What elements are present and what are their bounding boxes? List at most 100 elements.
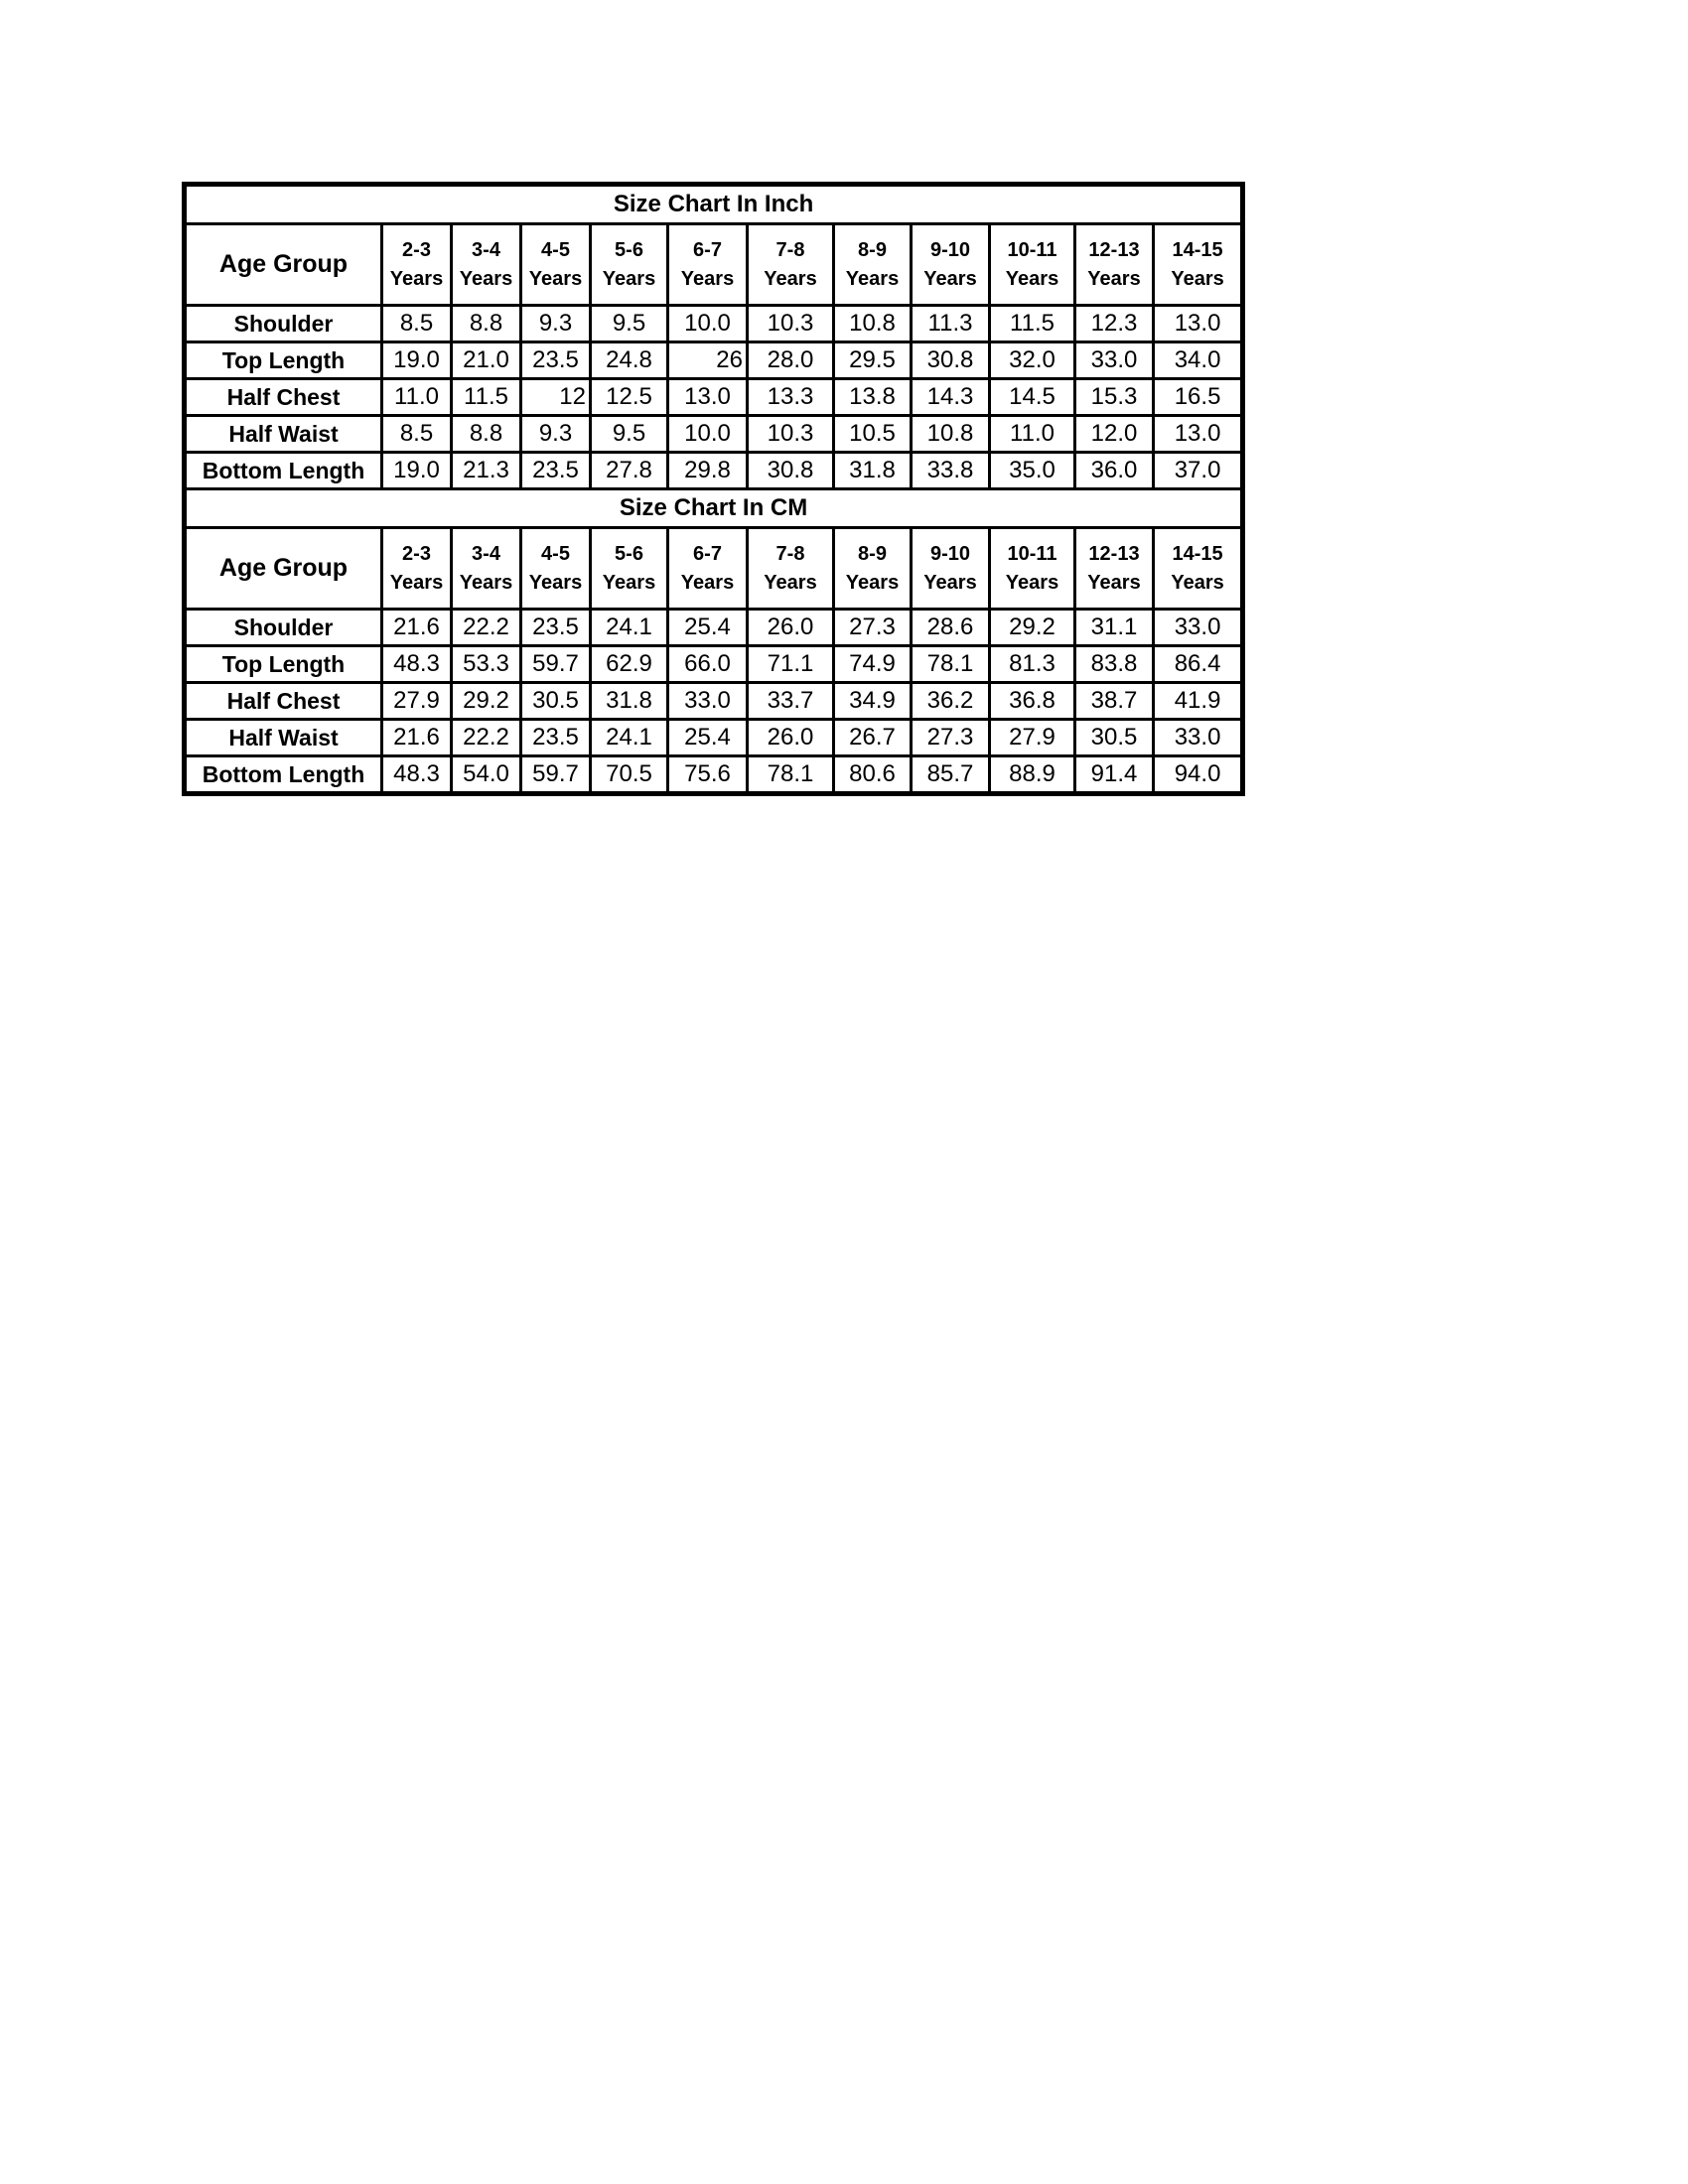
value-cell: 21.3 [450, 451, 522, 490]
value-cell: 29.2 [450, 681, 522, 721]
value-cell: 8.8 [450, 414, 522, 454]
value-cell: 8.5 [380, 304, 453, 343]
value-cell: 33.0 [1151, 608, 1245, 647]
value-cell: 34.9 [832, 681, 913, 721]
value-cell: 27.9 [380, 681, 453, 721]
year-unit-label: Years [1005, 267, 1059, 290]
year-range-label: 4-5 [541, 542, 570, 565]
value-cell: 9.3 [519, 304, 592, 343]
year-range-label: 5-6 [615, 238, 643, 261]
year-column-header: 7-8 Years [746, 526, 835, 611]
year-column-header: 7-8 Years [746, 222, 835, 307]
value-cell: 8.8 [450, 304, 522, 343]
year-unit-label: Years [459, 571, 513, 594]
value-cell: 13.8 [832, 377, 913, 417]
value-cell: 25.4 [666, 608, 749, 647]
value-cell: 27.8 [589, 451, 669, 490]
year-column-header: 9-10 Years [910, 526, 991, 611]
year-column-header: 10-11 Years [988, 526, 1076, 611]
value-cell: 10.5 [832, 414, 913, 454]
year-unit-label: Years [680, 267, 735, 290]
value-cell: 48.3 [380, 644, 453, 684]
year-column-header: 5-6 Years [589, 222, 669, 307]
value-cell: 14.3 [910, 377, 991, 417]
value-cell: 13.0 [1151, 304, 1245, 343]
value-cell: 26 [666, 341, 749, 380]
value-cell: 26.0 [746, 608, 835, 647]
year-column-header: 3-4 Years [450, 526, 522, 611]
year-unit-label: Years [602, 267, 656, 290]
value-cell: 13.0 [666, 377, 749, 417]
measurement-row-label: Half Waist [183, 414, 383, 454]
year-unit-label: Years [764, 267, 817, 290]
value-cell: 10.3 [746, 304, 835, 343]
value-cell: 30.8 [910, 341, 991, 380]
value-cell: 33.0 [1151, 718, 1245, 757]
table-row: Bottom Length 48.3 54.0 59.7 70.5 75.6 78.1 80.… [183, 754, 1245, 795]
value-cell: 11.0 [988, 414, 1076, 454]
year-unit-label: Years [680, 571, 735, 594]
value-cell: 59.7 [519, 754, 592, 795]
year-range-label: 9-10 [929, 238, 971, 261]
table-row: Half Waist 21.6 22.2 23.5 24.1 25.4 26.0 26.7 27… [183, 718, 1245, 757]
year-column-header: 3-4 Years [450, 222, 522, 307]
year-range-label: 10-11 [1007, 542, 1057, 565]
year-column-header: 8-9 Years [832, 526, 913, 611]
value-cell: 11.5 [450, 377, 522, 417]
section-title-row: Size Chart In Inch [182, 183, 1245, 225]
value-cell: 83.8 [1073, 644, 1155, 684]
value-cell: 23.5 [519, 341, 592, 380]
year-range-label: 8-9 [858, 238, 887, 261]
year-range-label: 2-3 [402, 542, 431, 565]
value-cell: 48.3 [380, 754, 453, 795]
measurement-row-label: Top Length [183, 341, 383, 380]
value-cell: 86.4 [1151, 644, 1245, 684]
table-row: Top Length 19.0 21.0 23.5 24.8 26 28.0 29.5 30.8… [183, 341, 1245, 380]
year-range-label: 2-3 [402, 238, 431, 261]
value-cell: 11.0 [380, 377, 453, 417]
value-cell: 88.9 [988, 754, 1076, 795]
value-cell: 78.1 [910, 644, 991, 684]
value-cell: 9.5 [589, 304, 669, 343]
value-cell: 10.0 [666, 304, 749, 343]
value-cell: 54.0 [450, 754, 522, 795]
value-cell: 21.6 [380, 608, 453, 647]
year-unit-label: Years [1087, 571, 1141, 594]
measurement-row-label: Bottom Length [183, 451, 383, 490]
value-cell: 85.7 [910, 754, 991, 795]
value-cell: 12.3 [1073, 304, 1155, 343]
year-unit-label: Years [1171, 571, 1224, 594]
value-cell: 27.3 [910, 718, 991, 757]
value-cell: 15.3 [1073, 377, 1155, 417]
value-cell: 24.1 [589, 718, 669, 757]
year-column-header: 12-13 Years [1073, 222, 1155, 307]
value-cell: 35.0 [988, 451, 1076, 490]
table-row: Shoulder 8.5 8.8 9.3 9.5 10.0 10.3 10.8 11.3 11.5… [183, 304, 1245, 343]
year-column-header: 14-15 Years [1151, 222, 1245, 307]
measurement-row-label: Shoulder [183, 304, 383, 343]
value-cell: 30.5 [1073, 718, 1155, 757]
value-cell: 30.8 [746, 451, 835, 490]
value-cell: 27.3 [832, 608, 913, 647]
year-unit-label: Years [764, 571, 817, 594]
value-cell: 14.5 [988, 377, 1076, 417]
value-cell: 9.3 [519, 414, 592, 454]
value-cell: 33.0 [1073, 341, 1155, 380]
value-cell: 10.8 [910, 414, 991, 454]
year-unit-label: Years [459, 267, 513, 290]
value-cell: 70.5 [589, 754, 669, 795]
value-cell: 16.5 [1151, 377, 1245, 417]
value-cell: 19.0 [380, 341, 453, 380]
value-cell: 24.8 [589, 341, 669, 380]
year-unit-label: Years [602, 571, 656, 594]
year-column-header: 4-5 Years [519, 222, 592, 307]
value-cell: 81.3 [988, 644, 1076, 684]
value-cell: 75.6 [666, 754, 749, 795]
value-cell: 33.8 [910, 451, 991, 490]
value-cell: 25.4 [666, 718, 749, 757]
value-cell: 34.0 [1151, 341, 1245, 380]
value-cell: 12.0 [1073, 414, 1155, 454]
value-cell: 38.7 [1073, 681, 1155, 721]
year-range-label: 12-13 [1088, 238, 1140, 261]
